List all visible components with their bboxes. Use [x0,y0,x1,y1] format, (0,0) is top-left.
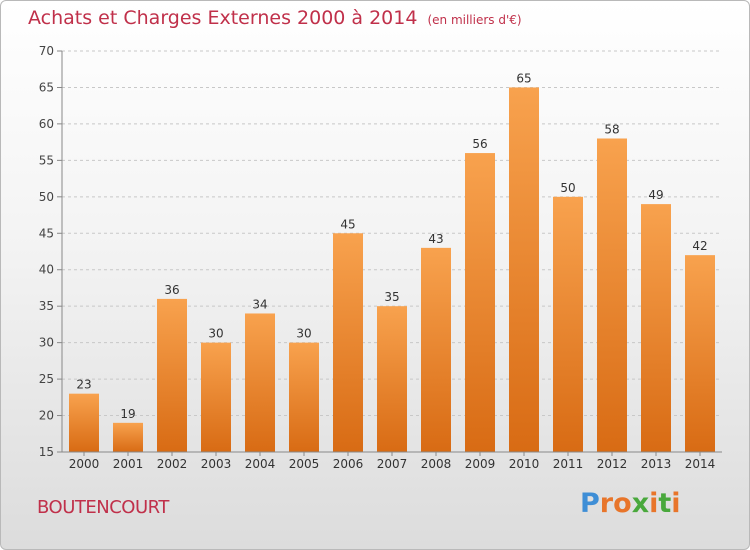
y-tick-label: 50 [39,190,54,204]
bars [69,87,715,453]
logo-letter: i [649,488,659,519]
logo-letter: x [631,488,650,519]
y-tick-label: 25 [39,372,54,386]
logo-letter: i [671,488,681,519]
bar-2013 [641,204,671,452]
bar-2006 [333,233,363,452]
bar-2009 [465,153,495,452]
bar-2011 [553,196,583,452]
axes: 15 20 25 30 35 40 45 50 55 60 65 70 2000 2001 2002 2003… [39,44,722,471]
x-tick-label-2003: 2003 [201,457,232,471]
bar-2010 [509,87,539,453]
y-tick-label: 70 [39,44,54,58]
bar-2001 [113,422,143,452]
y-tick-label: 55 [39,153,54,167]
data-label-2012: 58 [604,122,619,136]
data-label-2005: 30 [296,327,311,341]
proxiti-logo: Proxiti [580,488,681,519]
bar-2007 [377,306,407,452]
y-tick-label: 20 [39,409,54,423]
bar-2000 [69,393,99,452]
x-tick-label-2007: 2007 [377,457,408,471]
logo-letter: r [599,488,614,519]
bar-2014 [685,255,715,452]
x-tick-label-2009: 2009 [465,457,496,471]
x-tick-label-2013: 2013 [641,457,672,471]
data-label-2008: 43 [428,232,443,246]
bar-2005 [289,342,319,452]
x-tick-label-2012: 2012 [597,457,628,471]
logo-letter: P [580,488,600,519]
bar-2008 [421,247,451,452]
x-tick-label-2005: 2005 [289,457,320,471]
y-tick-label: 65 [39,80,54,94]
y-tick-label: 45 [39,226,54,240]
x-tick-label-2008: 2008 [421,457,452,471]
data-label-2014: 42 [692,239,707,253]
x-tick-label-2011: 2011 [553,457,584,471]
data-label-2004: 34 [252,297,267,311]
data-label-2006: 45 [340,217,355,231]
x-tick-label-2000: 2000 [69,457,100,471]
data-label-2009: 56 [472,137,487,151]
x-tick-label-2001: 2001 [113,457,144,471]
data-label-2003: 30 [208,327,223,341]
x-tick-label-2014: 2014 [685,457,716,471]
bar-2004 [245,313,275,452]
x-tick-label-2006: 2006 [333,457,364,471]
y-tick-label: 30 [39,336,54,350]
chart-title-text: Achats et Charges Externes 2000 à 2014 [28,7,418,29]
data-label-2013: 49 [648,188,663,202]
data-label-2001: 19 [120,407,135,421]
chart-title: Achats et Charges Externes 2000 à 2014 (e… [28,7,522,29]
data-label-2010: 65 [516,71,531,85]
chart-subtitle: (en milliers d'€) [427,13,522,27]
y-tick-label: 40 [39,263,54,277]
data-labels: 23 19 36 30 34 30 45 35 43 56 65 50 58 49 42 [76,71,707,420]
x-tick-label-2002: 2002 [157,457,188,471]
y-tick-label: 60 [39,117,54,131]
x-tick-label-2004: 2004 [245,457,276,471]
commune-name: BOUTENCOURT [37,497,169,518]
x-tick-label-2010: 2010 [509,457,540,471]
bar-2012 [597,138,627,452]
logo-letter: t [658,488,672,519]
bar-2003 [201,342,231,452]
data-label-2002: 36 [164,283,179,297]
data-label-2000: 23 [76,378,91,392]
y-tick-label: 15 [39,445,54,459]
bar-2002 [157,298,187,452]
data-label-2007: 35 [384,290,399,304]
data-label-2011: 50 [560,181,575,195]
y-tick-label: 35 [39,299,54,313]
logo-letter: o [613,488,632,519]
